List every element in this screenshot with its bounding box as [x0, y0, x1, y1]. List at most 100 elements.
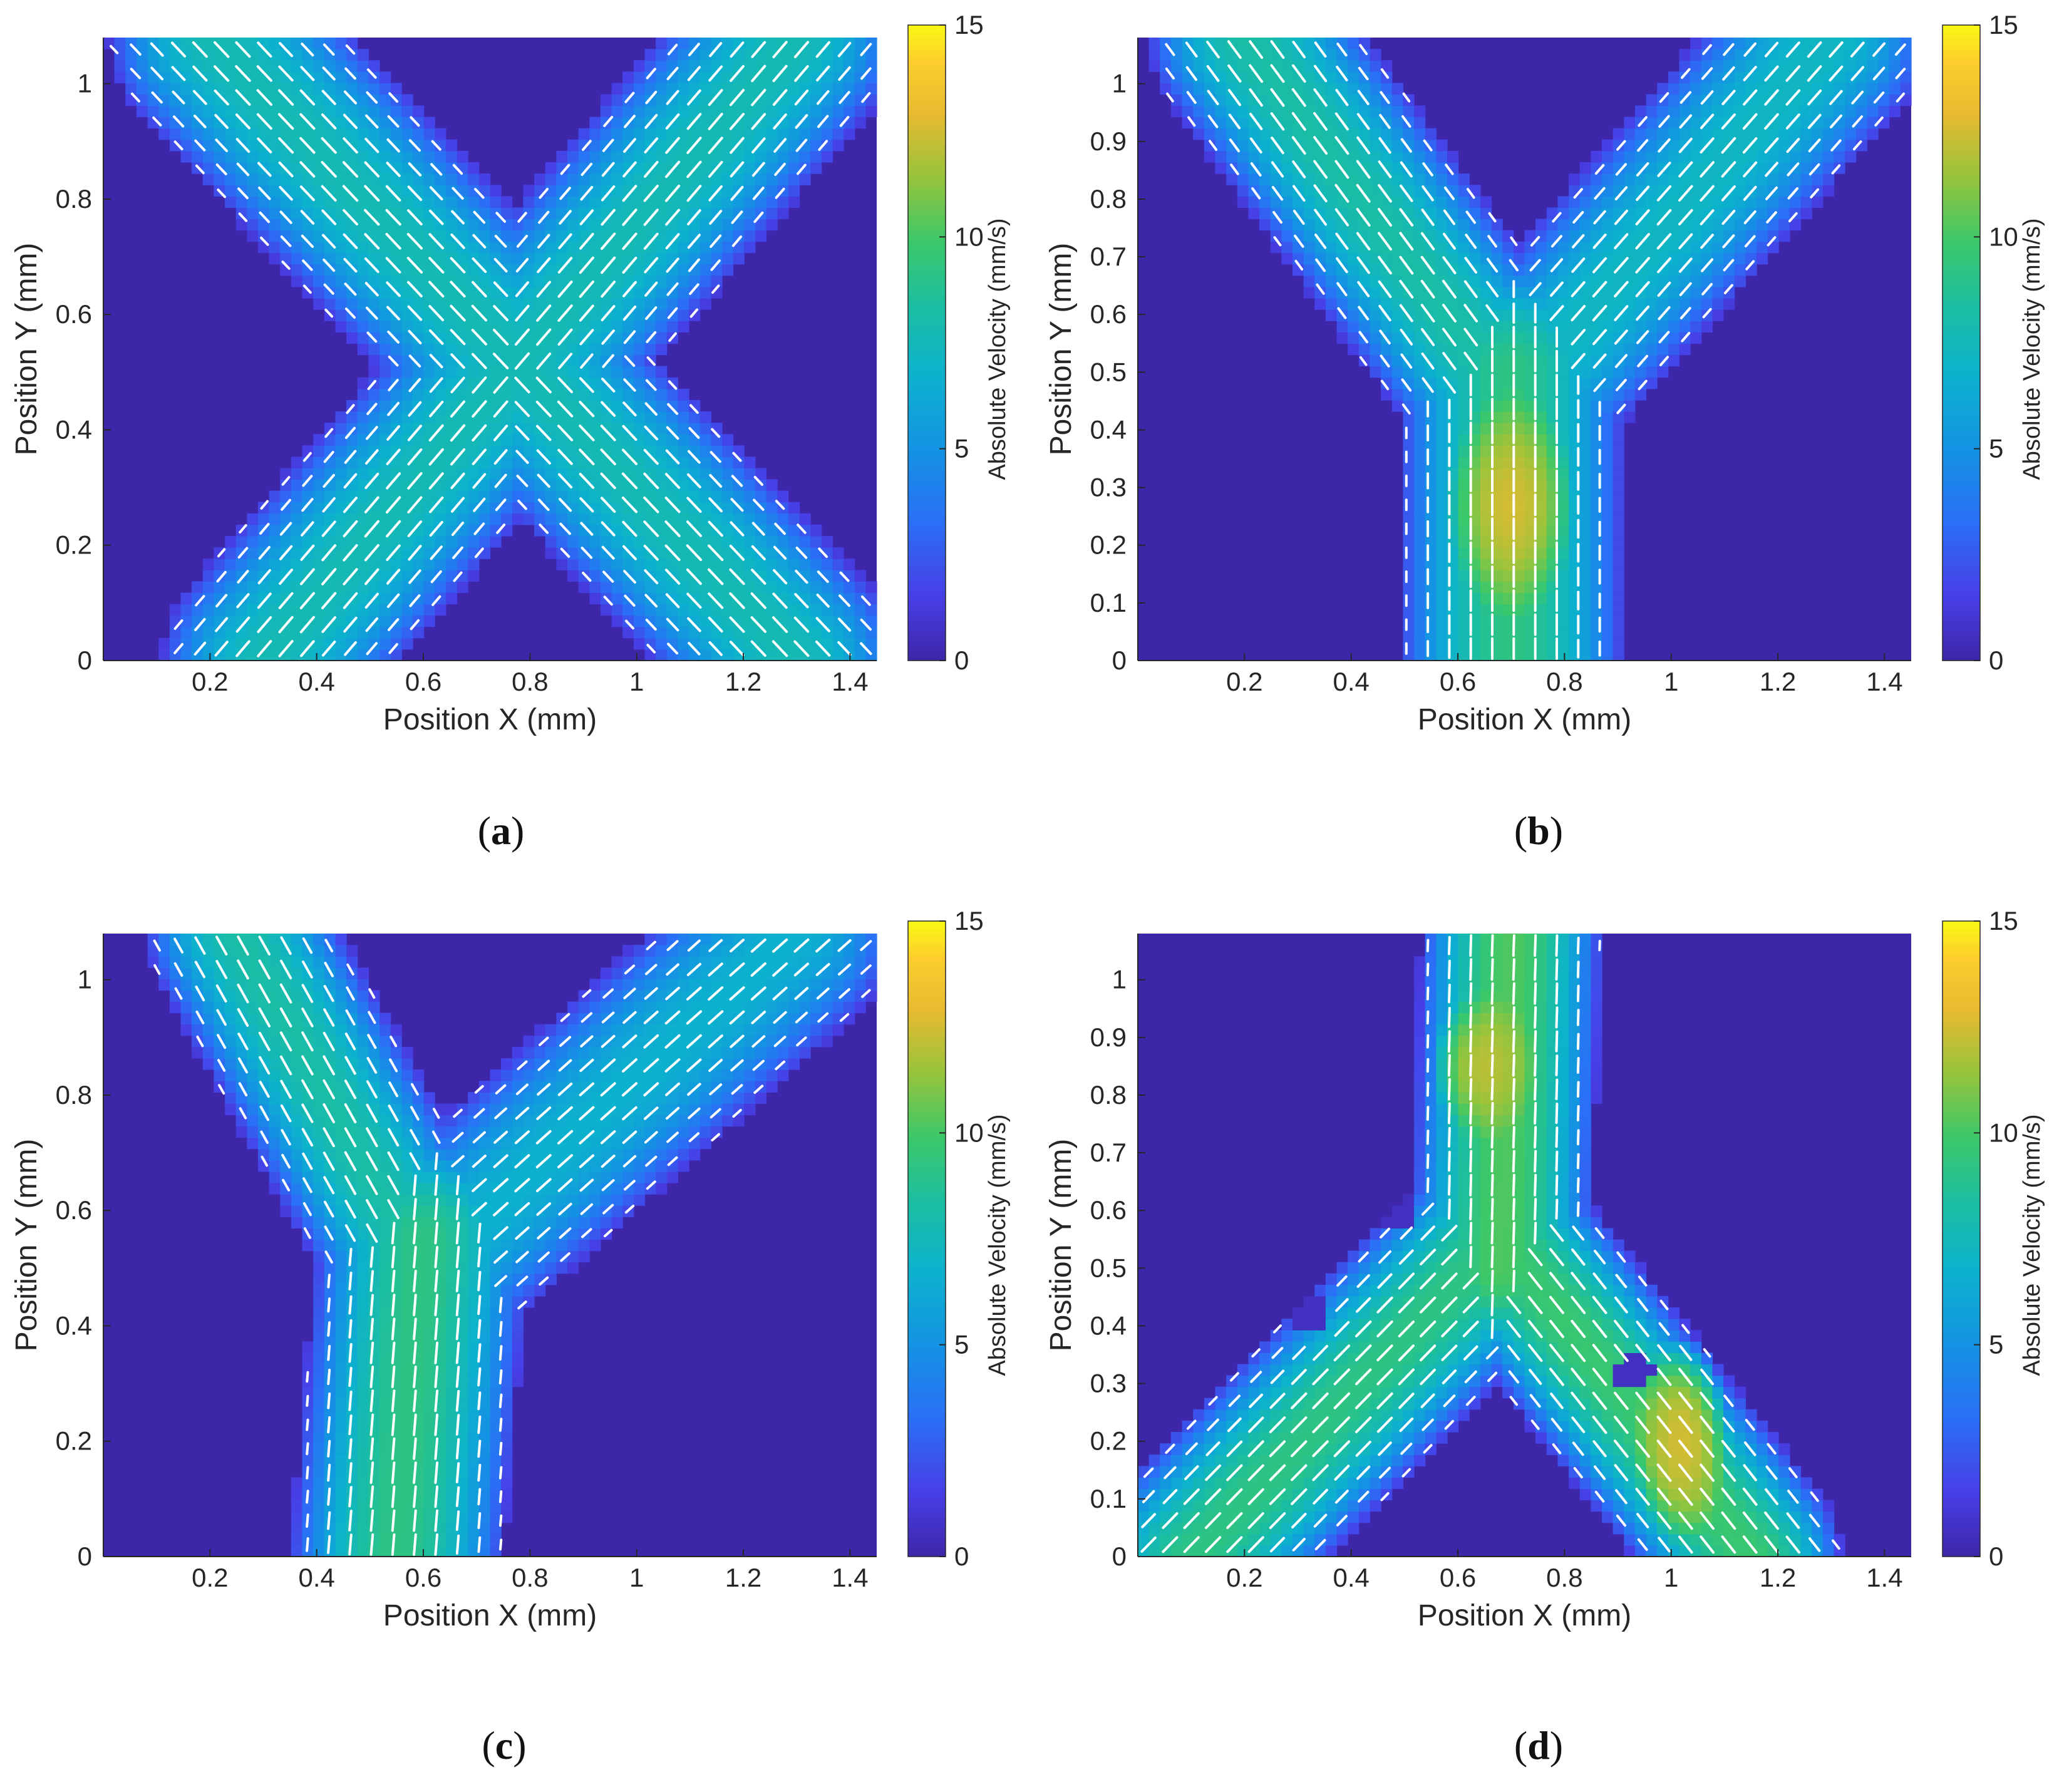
- heat-cell: [346, 105, 358, 118]
- heat-cell: [722, 615, 734, 627]
- heat-cell: [335, 615, 347, 627]
- heat-cell: [324, 298, 336, 310]
- heat-cell: [633, 241, 646, 254]
- heat-cell: [202, 49, 214, 61]
- heat-cell: [755, 468, 767, 480]
- heat-cell: [556, 456, 568, 469]
- heat-cell: [1679, 275, 1691, 287]
- velocity-vector: [711, 428, 721, 438]
- heat-cell: [1624, 366, 1636, 378]
- heat-cell: [390, 298, 402, 310]
- heat-cell: [1425, 366, 1437, 378]
- velocity-vector: [1272, 211, 1282, 224]
- heat-cell: [1259, 185, 1271, 197]
- velocity-vector: [1423, 139, 1433, 152]
- heat-cell: [445, 581, 458, 594]
- heat-cell: [1646, 264, 1658, 276]
- heat-cell: [291, 559, 303, 570]
- heat-cell: [1348, 196, 1360, 208]
- heat-cell: [1557, 468, 1569, 480]
- heat-cell: [1403, 388, 1415, 401]
- velocity-vector: [816, 594, 830, 608]
- velocity-vector: [1399, 304, 1413, 322]
- velocity-vector: [452, 163, 463, 175]
- heat-cell: [666, 71, 678, 83]
- heat-cell: [1502, 434, 1514, 446]
- velocity-vector: [431, 140, 441, 151]
- velocity-vector: [324, 428, 334, 438]
- velocity-vector: [666, 66, 679, 81]
- heat-cell: [799, 139, 811, 152]
- heat-cell: [1458, 196, 1470, 208]
- heat-cell: [291, 83, 303, 95]
- heat-cell: [357, 332, 369, 344]
- velocity-vector: [385, 233, 401, 250]
- heat-cell: [1602, 592, 1614, 605]
- heat-cell: [578, 513, 590, 525]
- velocity-vector: [1400, 184, 1413, 202]
- heat-cell: [689, 615, 701, 627]
- heat-cell: [1757, 139, 1768, 152]
- heat-cell: [413, 343, 425, 356]
- velocity-vector: [753, 498, 765, 511]
- velocity-vector: [622, 520, 637, 537]
- heat-cell: [1414, 343, 1426, 356]
- heat-cell: [335, 547, 347, 559]
- heat-cell: [656, 49, 668, 61]
- velocity-vector: [1358, 306, 1370, 321]
- heat-cell: [1259, 150, 1271, 163]
- heat-cell: [1591, 559, 1602, 570]
- heat-cell: [567, 219, 579, 231]
- heat-cell: [733, 581, 745, 594]
- heat-cell: [413, 241, 425, 254]
- heat-cell: [1348, 105, 1360, 118]
- heat-cell: [733, 536, 745, 548]
- heat-cell: [711, 479, 723, 492]
- heat-cell: [1634, 366, 1647, 378]
- velocity-vector: [1227, 64, 1242, 83]
- heat-cell: [368, 196, 380, 208]
- heat-cell: [1148, 49, 1160, 61]
- heat-cell: [1281, 105, 1293, 118]
- heat-cell: [744, 479, 756, 492]
- heat-cell: [1491, 547, 1503, 559]
- velocity-vector: [622, 209, 637, 226]
- heat-cell: [1712, 83, 1724, 95]
- heat-cell: [1325, 230, 1338, 242]
- heat-cell: [1193, 105, 1205, 118]
- heat-cell: [523, 219, 535, 231]
- velocity-vector: [214, 65, 230, 82]
- velocity-vector: [1421, 327, 1435, 346]
- velocity-vector: [580, 186, 594, 201]
- heat-cell: [423, 230, 435, 242]
- heat-cell: [313, 49, 325, 61]
- heat-cell: [346, 38, 358, 49]
- velocity-vector: [664, 544, 681, 561]
- heat-cell: [733, 252, 745, 265]
- heat-cell: [435, 411, 446, 423]
- heat-cell: [656, 604, 668, 616]
- heat-cell: [1812, 38, 1824, 49]
- heat-cell: [1447, 219, 1459, 231]
- heat-cell: [1414, 445, 1426, 457]
- velocity-vector: [795, 114, 808, 129]
- velocity-vector: [731, 210, 743, 224]
- heat-cell: [1757, 185, 1768, 197]
- heat-cell: [844, 105, 855, 118]
- heat-cell: [534, 219, 546, 231]
- heat-cell: [423, 287, 435, 299]
- heat-cell: [1535, 479, 1547, 492]
- heat-cell: [1535, 388, 1547, 401]
- heat-cell: [501, 388, 513, 401]
- heat-cell: [589, 377, 601, 389]
- heat-cell: [656, 83, 668, 95]
- heat-cell: [202, 105, 214, 118]
- heat-cell: [534, 321, 546, 332]
- heat-cell: [125, 49, 137, 61]
- velocity-vector: [321, 520, 336, 537]
- heat-cell: [589, 559, 601, 570]
- heat-cell: [1701, 321, 1713, 332]
- heat-cell: [478, 354, 491, 367]
- velocity-vector: [235, 138, 250, 153]
- heat-cell: [1579, 615, 1591, 627]
